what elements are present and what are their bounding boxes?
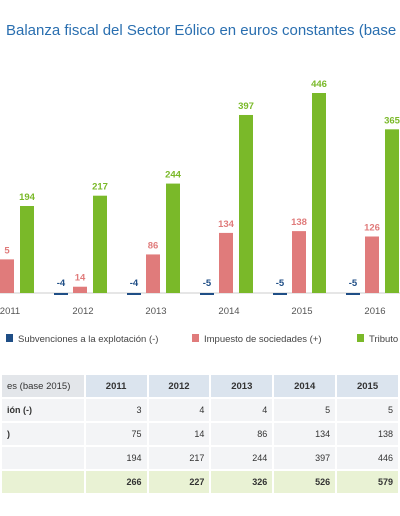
legend-entry: Impuesto de sociedades (+) [204,334,322,345]
row-label: ) [2,423,84,445]
table-row: ) 75 14 86 134 138 [2,423,398,445]
x-tick-label: 2013 [145,306,166,317]
table-cell: 397 [274,447,336,469]
table-total-row: 266 227 326 526 579 [2,471,398,493]
table-header-year: 2011 [85,375,147,397]
table-cell: 227 [148,471,210,493]
data-label: 5 [4,245,10,256]
table-cell: 5 [274,399,336,421]
data-table: es (base 2015) 2011 2012 2013 2014 2015 … [0,373,400,495]
row-label [2,471,84,493]
data-label: -5 [276,278,285,289]
table-cell: 4 [211,399,273,421]
data-label: 446 [311,79,327,90]
table-cell: 579 [337,471,398,493]
table-cell: 266 [85,471,147,493]
bar [292,231,306,293]
bar [346,293,360,295]
table-cell: 3 [85,399,147,421]
data-label: 86 [148,240,159,251]
data-label: 217 [92,182,108,193]
data-label: 138 [291,217,307,228]
bar [273,293,287,295]
bar [127,293,141,295]
data-label: -4 [57,278,66,289]
data-label: 244 [165,170,182,181]
table-cell: 446 [337,447,398,469]
data-label: 365 [384,115,400,126]
bar [166,183,180,293]
bar-chart: 5 194 2011 -4 14 217 2012 -4 86 244 2013 -5 134 397 20… [0,79,400,345]
table-cell: 244 [211,447,273,469]
legend-swatch [6,334,13,342]
x-tick-label: 2016 [364,306,385,317]
x-tick-label: 2011 [0,306,20,317]
table-header-year: 2014 [274,375,336,397]
bar [93,195,107,293]
legend-swatch [357,334,364,342]
bar [219,232,233,293]
table-row: 194 217 244 397 446 [2,447,398,469]
chart-title: Balanza fiscal del Sector Eólico en euro… [6,22,400,39]
table-cell: 526 [274,471,336,493]
table-cell: 4 [148,399,210,421]
data-label: 397 [238,101,254,112]
data-label: -4 [130,278,139,289]
table-row: ión (-) 3 4 4 5 5 [2,399,398,421]
bar [73,286,87,293]
data-label: -5 [203,278,212,289]
table-cell: 14 [148,423,210,445]
table-cell: 86 [211,423,273,445]
table-cell: 138 [337,423,398,445]
legend-entry: Subvenciones a la explotación (-) [18,334,158,345]
table-header-year: 2013 [211,375,273,397]
table-cell: 217 [148,447,210,469]
row-label [2,447,84,469]
bar [312,93,326,293]
data-label: 134 [218,219,235,230]
x-tick-label: 2012 [72,306,93,317]
data-label: -5 [349,278,358,289]
bar [385,129,399,293]
data-label: 194 [19,192,36,203]
table-header-row: es (base 2015) 2011 2012 2013 2014 2015 [2,375,398,397]
table-header-label: es (base 2015) [2,375,84,397]
bar [200,293,214,295]
bar [0,259,14,293]
table-cell: 5 [337,399,398,421]
table-header-year: 2012 [148,375,210,397]
bar [146,254,160,293]
legend-swatch [192,334,199,342]
bar [54,293,68,295]
table-cell: 75 [85,423,147,445]
legend-entry: Tributo [369,334,398,345]
data-label: 14 [75,273,86,284]
x-tick-label: 2014 [218,306,239,317]
bar [20,206,34,293]
table-header-year: 2015 [337,375,398,397]
bar [365,236,379,293]
row-label: ión (-) [2,399,84,421]
table-cell: 134 [274,423,336,445]
table-cell: 326 [211,471,273,493]
data-label: 126 [364,222,380,233]
bar [239,114,253,294]
x-tick-label: 2015 [291,306,312,317]
table-cell: 194 [85,447,147,469]
